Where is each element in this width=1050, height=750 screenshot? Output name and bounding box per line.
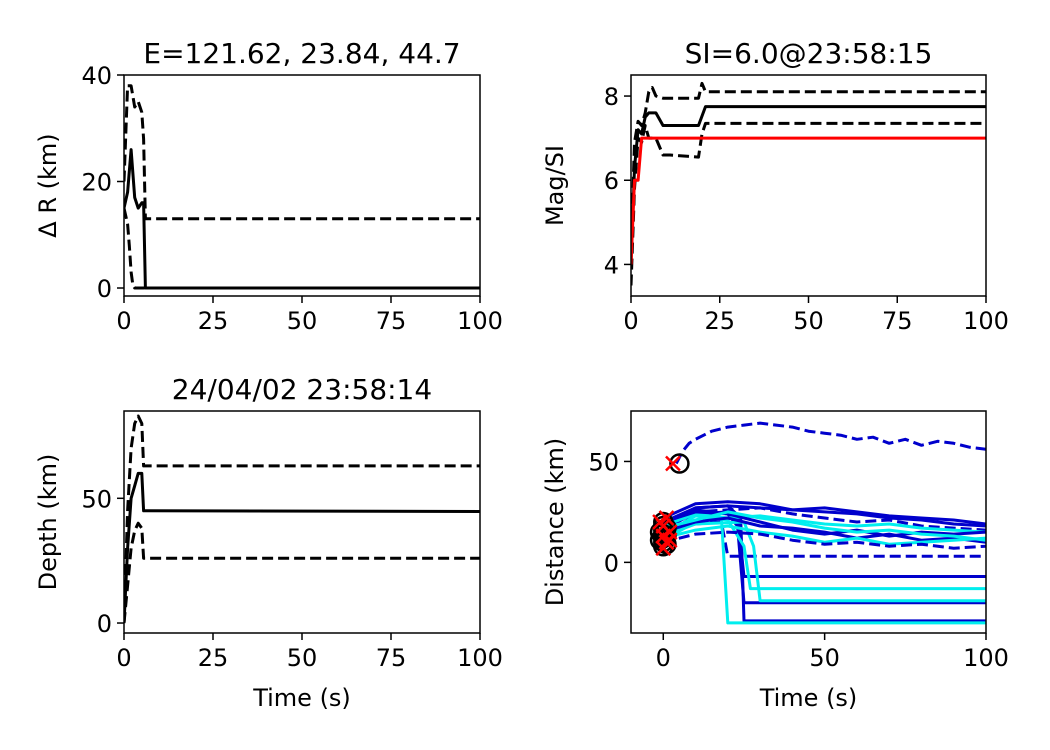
series-line-14 [662,530,986,550]
x-tick-label-4: 100 [963,307,1009,335]
x-tick-label-1: 50 [809,644,840,672]
series-line-3 [631,136,986,265]
distance-panel: 0 50 100 0 50 Distance (km) Time (s) [541,410,1009,712]
cross-marker-8 [665,455,681,472]
y-tick-label-0: 4 [604,251,619,279]
cross-marker-6 [658,510,675,526]
series-line-1 [631,81,986,252]
x-axis-label: Time (s) [759,684,858,712]
series-line-1 [124,414,480,624]
series-line-0 [631,105,986,265]
x-tick-label-2: 50 [793,307,824,335]
panel-title: SI=6.0@23:58:15 [685,37,933,70]
series-line-12 [662,516,986,544]
series-line-2 [124,207,480,290]
axes-frame [630,410,987,634]
cross-marker-7 [661,532,678,549]
x-tick-label-2: 50 [287,307,318,335]
panel-title: E=121.62, 23.84, 44.7 [143,37,460,70]
axes-frame [123,410,481,634]
x-tick-label-3: 75 [376,644,407,672]
x-tick-label-0: 0 [656,644,671,672]
series-line-13 [662,524,986,546]
magnitude-panel: 0 25 50 75 100 4 6 8 SI=6.0@23:58:15 Mag/SI [541,37,1009,335]
series-line-8 [662,504,986,528]
x-tick-label-3: 75 [882,307,913,335]
x-tick-label-2: 50 [287,644,318,672]
x-tick-label-0: 0 [623,307,638,335]
delta-r-panel: 0 25 50 75 100 0 20 40 E=121.62, 23.84, 44.7 Δ R … [34,37,503,335]
series-line-2 [124,521,480,624]
plot-area [631,81,986,286]
x-axis-label: Time (s) [252,684,351,712]
series-line-11 [662,512,986,534]
y-tick-label-2: 40 [81,62,112,90]
axes-frame [630,74,987,297]
depth-panel: 0 25 50 75 100 0 50 24/04/02 23:58:14 Depth (km)… [34,373,503,712]
y-axis-label: Depth (km) [34,454,62,591]
x-tick-label-0: 0 [116,644,131,672]
x-tick-label-1: 25 [704,307,735,335]
x-tick-label-3: 75 [376,307,407,335]
x-tick-label-2: 100 [963,644,1009,672]
plot-area [649,421,986,625]
y-tick-label-1: 50 [81,485,112,513]
x-tick-label-0: 0 [116,307,131,335]
series-line-10 [662,506,986,532]
series-line-1 [124,84,480,221]
plot-area [124,84,480,290]
series-line-2 [631,121,986,286]
x-tick-label-1: 25 [198,644,229,672]
y-tick-label-1: 20 [81,169,112,197]
x-tick-label-1: 25 [198,307,229,335]
series-line-0 [124,471,480,624]
y-tick-label-1: 6 [604,167,619,195]
series-line-9 [662,500,986,526]
y-tick-label-2: 8 [604,83,619,111]
y-axis-label: Δ R (km) [34,133,62,237]
axes-frame [123,74,481,297]
y-axis-label: Mag/SI [541,145,569,226]
y-axis-label: Distance (km) [541,438,569,607]
y-tick-label-0: 0 [97,275,112,303]
plot-area [124,414,480,624]
x-tick-label-4: 100 [457,644,503,672]
series-line-16 [662,510,986,542]
y-tick-label-1: 50 [588,448,619,476]
circle-marker-12 [669,453,690,474]
series-line-0 [674,421,986,465]
y-tick-label-0: 0 [97,610,112,638]
x-tick-label-4: 100 [457,307,503,335]
y-tick-label-0: 0 [604,549,619,577]
panel-title: 24/04/02 23:58:14 [172,373,432,406]
